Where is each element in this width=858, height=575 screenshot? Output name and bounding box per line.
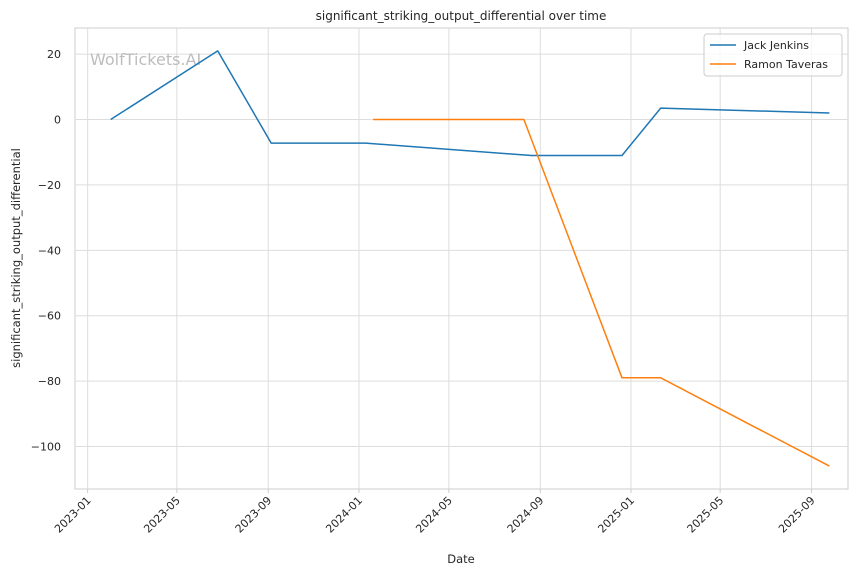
chart-title: significant_striking_output_differential…	[316, 9, 607, 23]
y-tick-label: 20	[47, 48, 61, 61]
y-axis-ticks: 20 0 −20 −40 −60 −80 −100	[31, 48, 61, 453]
y-tick-label: 0	[54, 114, 61, 127]
y-tick-label: −60	[38, 310, 61, 323]
x-tick-label: 2025-05	[685, 494, 727, 536]
series-layer	[110, 50, 830, 467]
y-tick-label: −80	[38, 375, 61, 388]
legend-label-jack-jenkins: Jack Jenkins	[743, 39, 809, 52]
x-tick-label: 2023-01	[52, 494, 94, 536]
x-tick-label: 2024-01	[323, 494, 365, 536]
x-tick-label: 2023-09	[233, 494, 275, 536]
y-tick-label: −20	[38, 179, 61, 192]
legend: Jack Jenkins Ramon Taveras	[703, 33, 843, 77]
y-axis-label: significant_striking_output_differential	[9, 148, 23, 368]
y-tick-label: −100	[31, 440, 61, 453]
x-tick-label: 2025-09	[776, 494, 818, 536]
y-tick-label: −40	[38, 244, 61, 257]
watermark: WolfTickets.AI	[90, 50, 201, 69]
x-tick-label: 2024-09	[505, 494, 547, 536]
x-axis-ticks: 2023-01 2023-05 2023-09 2024-01 2024-05 2024-…	[52, 489, 818, 536]
x-tick-label: 2024-05	[413, 494, 455, 536]
x-tick-label: 2023-05	[141, 494, 183, 536]
legend-label-ramon-taveras: Ramon Taveras	[744, 58, 828, 71]
legend-box	[703, 33, 843, 77]
x-tick-label: 2025-01	[595, 494, 637, 536]
plot-area	[74, 27, 849, 490]
series-line-jack-jenkins	[110, 50, 830, 157]
series-line-ramon-taveras	[373, 118, 830, 467]
x-axis-label: Date	[447, 552, 475, 566]
